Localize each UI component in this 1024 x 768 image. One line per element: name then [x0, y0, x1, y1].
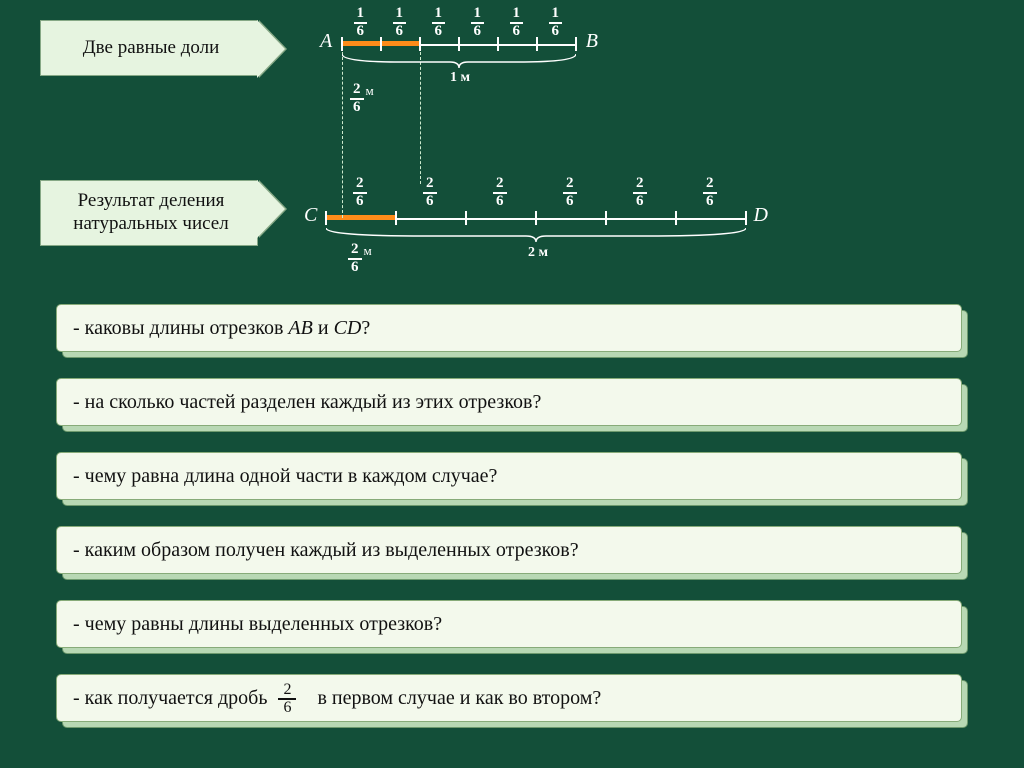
cd-highlight: [326, 215, 396, 220]
question-item: - чему равна длина одной части в каждом …: [56, 452, 968, 502]
seg-fraction: 26: [633, 174, 647, 210]
tick: [497, 37, 499, 51]
banner-top: Две равные доли: [40, 20, 258, 76]
tick: [380, 37, 382, 51]
question-card: - чему равны длины выделенных отрезков?: [56, 600, 962, 648]
cd-highlight-fraction: 26м: [348, 240, 372, 276]
seg-fraction: 26: [493, 174, 507, 210]
tick: [419, 37, 421, 51]
tick: [325, 211, 327, 225]
tick: [535, 211, 537, 225]
question-item: - на сколько частей разделен каждый из э…: [56, 378, 968, 428]
seg-fraction: 16: [471, 4, 485, 40]
seg-fraction: 16: [354, 4, 368, 40]
dashed-line-2: [420, 52, 421, 184]
seg-fraction: 16: [393, 4, 407, 40]
ab-right-label: B: [586, 30, 598, 53]
tick: [675, 211, 677, 225]
inline-fraction: 2 6: [278, 682, 296, 716]
ab-left-label: A: [320, 30, 332, 53]
brace-ab-full: [342, 52, 576, 70]
tick: [605, 211, 607, 225]
seg-fraction: 16: [432, 4, 446, 40]
question-item: - чему равны длины выделенных отрезков?: [56, 600, 968, 650]
question-card: - чему равна длина одной части в каждом …: [56, 452, 962, 500]
seg-fraction: 26: [353, 174, 367, 210]
ab-length-label: 1 м: [450, 70, 470, 86]
question-card: - на сколько частей разделен каждый из э…: [56, 378, 962, 426]
seg-fraction: 26: [703, 174, 717, 210]
tick: [458, 37, 460, 51]
tick: [341, 37, 343, 51]
banner-bottom: Результат деления натуральных чисел: [40, 180, 258, 246]
seg-fraction: 26: [423, 174, 437, 210]
tick: [395, 211, 397, 225]
question-card: - каковы длины отрезков AB и CD ?: [56, 304, 962, 352]
tick: [745, 211, 747, 225]
seg-fraction: 16: [549, 4, 563, 40]
brace-cd-full: [326, 226, 746, 244]
question-item: - каким образом получен каждый из выделе…: [56, 526, 968, 576]
cd-left-label: C: [304, 204, 317, 227]
tick: [575, 37, 577, 51]
question-list: - каковы длины отрезков AB и CD ? - на с…: [56, 304, 968, 748]
dashed-line-1: [342, 52, 343, 218]
cd-length-label: 2 м: [528, 245, 548, 261]
cd-right-label: D: [754, 204, 768, 227]
ab-highlight-fraction: 26м: [350, 80, 374, 116]
question-card: - как получается дробь 2 6 в первом случ…: [56, 674, 962, 722]
question-item: - как получается дробь 2 6 в первом случ…: [56, 674, 968, 724]
seg-fraction: 16: [510, 4, 524, 40]
banner-top-label: Две равные доли: [83, 37, 220, 60]
banner-bottom-label: Результат деления натуральных чисел: [59, 190, 243, 236]
question-card: - каким образом получен каждый из выделе…: [56, 526, 962, 574]
tick: [536, 37, 538, 51]
question-item: - каковы длины отрезков AB и CD ?: [56, 304, 968, 354]
seg-fraction: 26: [563, 174, 577, 210]
tick: [465, 211, 467, 225]
